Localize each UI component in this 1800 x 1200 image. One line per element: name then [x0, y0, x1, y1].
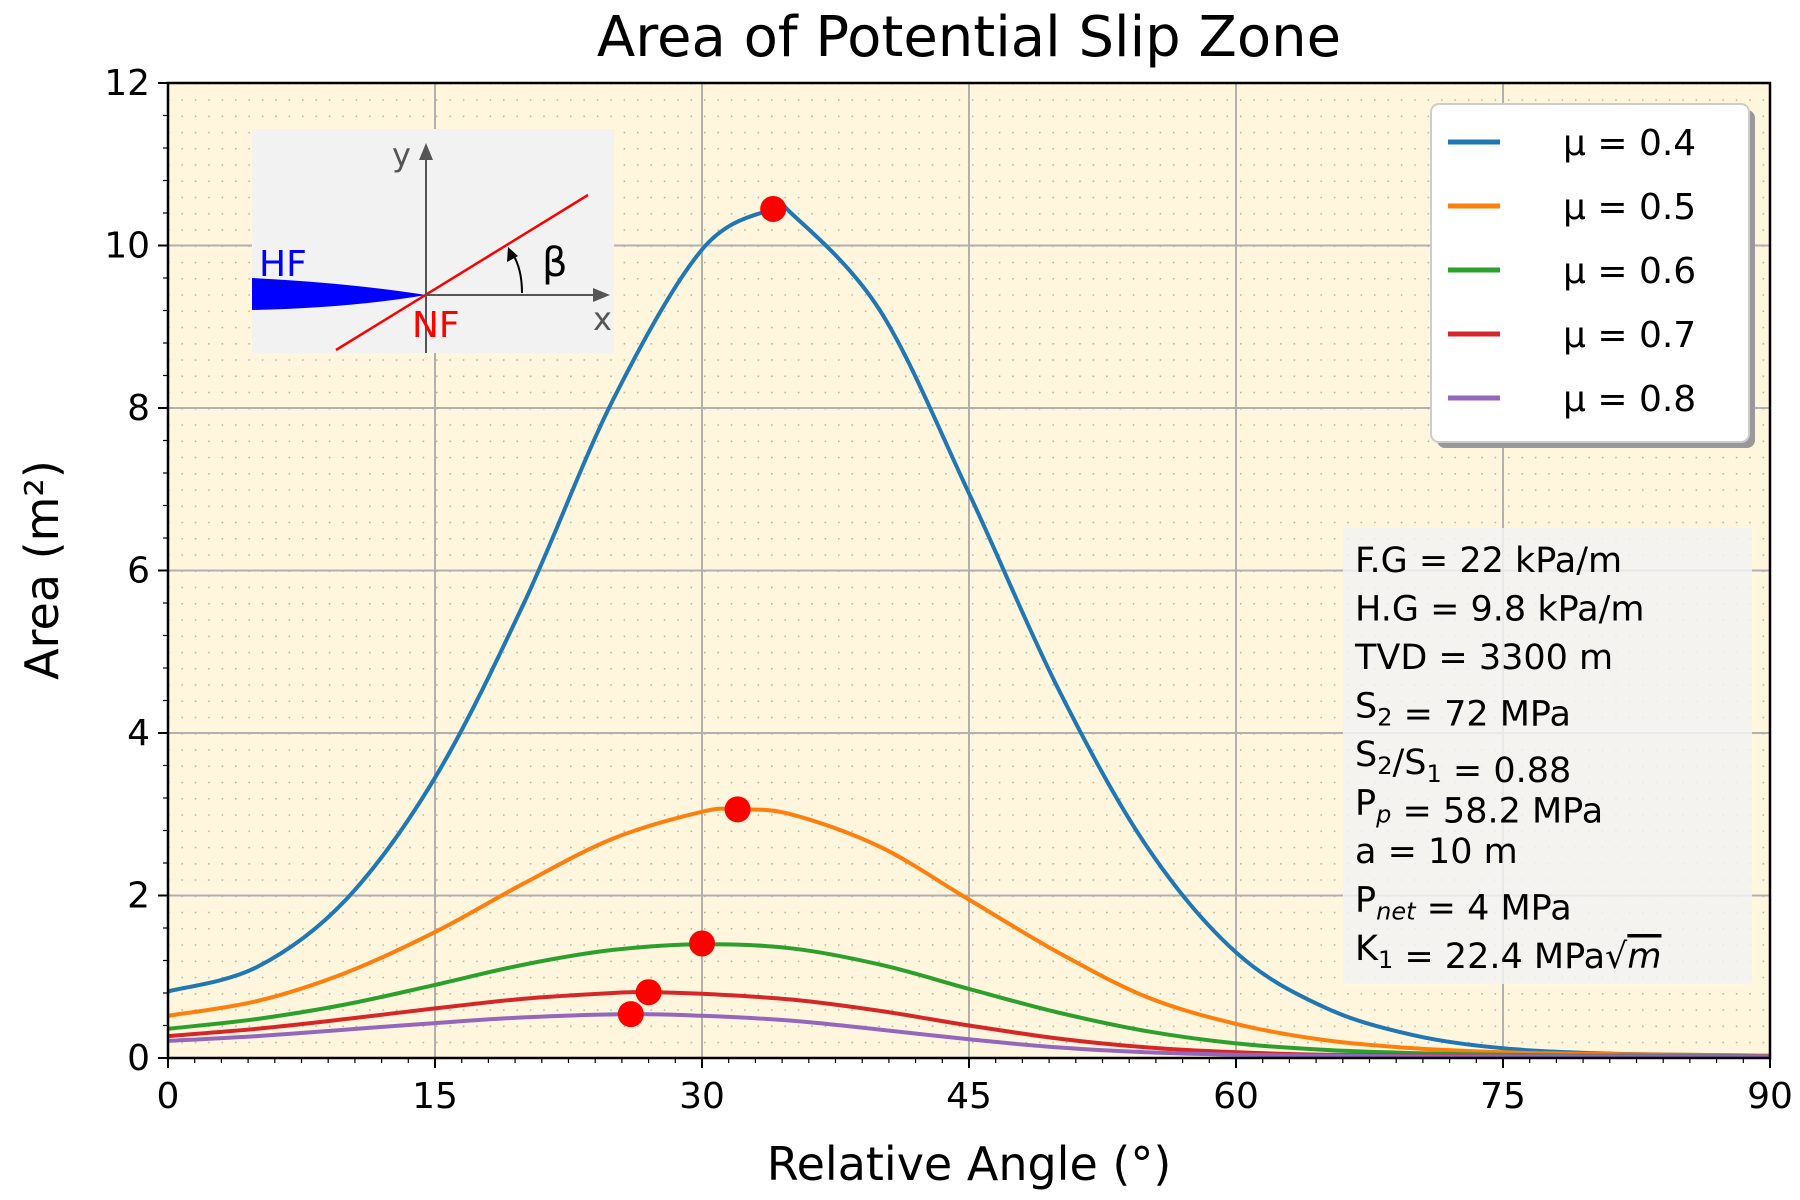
inset-diagram: HF NF y x β	[252, 129, 614, 353]
series-line-1	[167, 806, 1771, 1058]
angle-arrow	[507, 247, 518, 262]
params-box: F.G = 22 kPa/m H.G = 9.8 kPa/m TVD = 3300 …	[1343, 528, 1752, 984]
x-axis-label: Relative Angle (°)	[767, 1137, 1172, 1191]
tick-layer: 0 15 30 45 60 75 90 0 2 4 6 8 10 12	[104, 63, 1793, 1117]
peak-marker	[617, 1001, 644, 1028]
param-line: a = 10 m	[1355, 832, 1518, 872]
x-tick-label: 75	[1480, 1076, 1526, 1117]
param-line: TVD = 3300 m	[1354, 638, 1613, 678]
legend-label: μ = 0.6	[1563, 251, 1696, 292]
peak-marker	[689, 930, 715, 957]
inset-background	[252, 129, 614, 353]
peak-marker	[724, 796, 751, 823]
nf-label: NF	[412, 305, 460, 346]
x-tick-label: 90	[1747, 1076, 1793, 1117]
legend-label: μ = 0.7	[1563, 315, 1696, 356]
param-line: Pnet = 4 MPa	[1355, 881, 1572, 929]
inset-x-arrow	[593, 288, 610, 302]
x-tick-label: 60	[1213, 1076, 1259, 1117]
y-tick-label: 10	[104, 226, 150, 267]
series-layer	[167, 200, 1771, 1059]
y-tick-label: 0	[127, 1038, 150, 1079]
hf-label: HF	[259, 244, 307, 285]
y-tick-label: 12	[104, 63, 150, 104]
param-line: K1 = 22.4 MPa√m	[1355, 929, 1661, 977]
x-tick-label: 30	[679, 1076, 725, 1117]
inset-y-arrow	[419, 143, 433, 160]
hf-crack-shape	[252, 278, 426, 310]
peak-markers	[617, 195, 787, 1028]
x-tick-label: 0	[157, 1076, 180, 1117]
param-line: Pp = 58.2 MPa	[1355, 784, 1603, 832]
x-tick-label: 15	[412, 1076, 458, 1117]
param-line: S2 = 72 MPa	[1355, 687, 1571, 735]
x-tick-label: 45	[946, 1076, 992, 1117]
y-tick-label: 4	[127, 713, 150, 754]
inset-x-label: x	[593, 300, 612, 338]
peak-marker	[635, 979, 662, 1006]
param-line: S2/S1 = 0.88	[1355, 735, 1571, 791]
chart-title: Area of Potential Slip Zone	[597, 5, 1341, 70]
angle-label: β	[542, 240, 568, 286]
y-tick-label: 2	[127, 876, 150, 917]
legend-label: μ = 0.8	[1563, 379, 1696, 420]
y-axis-label: Area (m²)	[15, 460, 69, 680]
legend: μ = 0.4 μ = 0.5 μ = 0.6 μ = 0.7 μ = 0.8	[1430, 103, 1755, 448]
legend-box	[1430, 103, 1750, 443]
inset-y-label: y	[392, 136, 411, 174]
legend-label: μ = 0.4	[1563, 123, 1696, 164]
param-line: F.G = 22 kPa/m	[1355, 541, 1622, 581]
params-background	[1343, 528, 1752, 984]
series-line-0	[167, 200, 1771, 1058]
nf-line	[335, 193, 589, 352]
peak-marker	[760, 195, 787, 222]
params-lines: F.G = 22 kPa/m H.G = 9.8 kPa/m TVD = 3300 …	[1354, 541, 1661, 977]
y-tick-label: 6	[127, 551, 150, 592]
y-tick-label: 8	[127, 388, 150, 429]
param-line: H.G = 9.8 kPa/m	[1355, 590, 1644, 630]
legend-items: μ = 0.4 μ = 0.5 μ = 0.6 μ = 0.7 μ = 0.8	[1448, 123, 1696, 420]
series-line-4	[167, 1012, 1770, 1059]
legend-label: μ = 0.5	[1563, 187, 1696, 228]
